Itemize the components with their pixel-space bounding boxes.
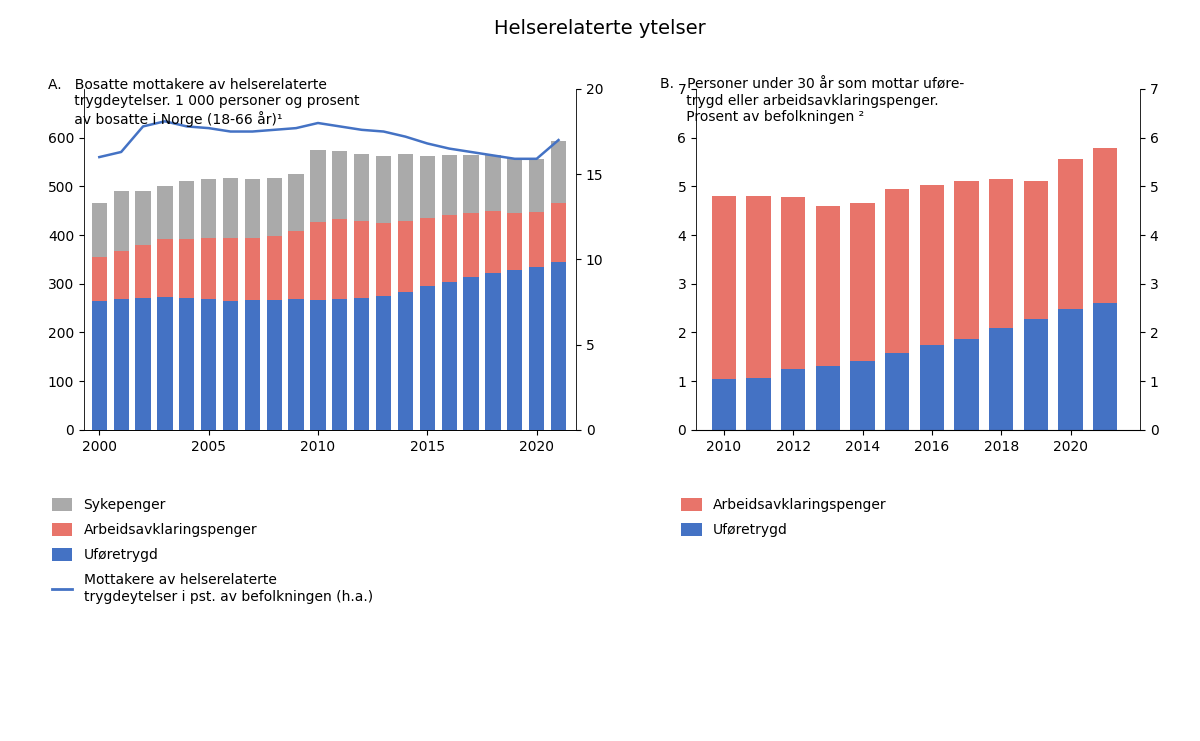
Bar [376,296,391,430]
Bar [200,299,216,430]
Bar [485,155,500,211]
Bar [288,299,304,430]
Bar [266,178,282,236]
Bar [179,239,194,299]
Bar [332,219,348,299]
Bar [551,141,566,203]
Bar [200,179,216,239]
Bar [332,299,348,430]
Bar [136,245,151,299]
Text: A.   Bosatte mottakere av helserelaterte
      trygdeytelser. 1 000 personer og : A. Bosatte mottakere av helserelaterte t… [48,78,360,127]
Bar [179,299,194,430]
Bar [420,156,434,218]
Bar [91,257,107,301]
Bar [463,155,479,213]
Bar [816,206,840,365]
Bar [91,203,107,257]
Bar [223,178,238,239]
Bar [712,379,736,430]
Bar [288,231,304,299]
Bar [886,353,910,430]
Bar [746,196,770,378]
Bar [1024,319,1048,430]
Text: B.   Personer under 30 år som mottar uføre-
      trygd eller arbeidsavklaringsp: B. Personer under 30 år som mottar uføre… [660,78,965,124]
Bar [919,185,944,345]
Bar [311,150,325,222]
Bar [376,223,391,296]
Bar [245,238,260,300]
Bar [311,300,325,430]
Bar [223,301,238,430]
Bar [157,186,173,239]
Bar [91,301,107,430]
Bar [266,300,282,430]
Bar [919,345,944,430]
Legend: Arbeidsavklaringspenger, Uføretrygd: Arbeidsavklaringspenger, Uføretrygd [680,498,887,537]
Bar [954,182,979,339]
Bar [288,173,304,231]
Bar [1058,309,1082,430]
Bar [245,300,260,430]
Bar [420,218,434,286]
Legend: Sykepenger, Arbeidsavklaringspenger, Uføretrygd, Mottakere av helserelaterte
try: Sykepenger, Arbeidsavklaringspenger, Ufø… [52,498,373,604]
Bar [989,179,1013,328]
Bar [816,365,840,430]
Bar [485,273,500,430]
Bar [245,179,260,238]
Bar [442,215,457,282]
Bar [989,328,1013,430]
Bar [529,212,545,267]
Bar [397,292,413,430]
Bar [354,222,370,299]
Bar [311,222,325,300]
Bar [397,154,413,222]
Bar [114,250,128,299]
Text: Helserelaterte ytelser: Helserelaterte ytelser [494,19,706,38]
Bar [746,378,770,430]
Bar [157,239,173,297]
Bar [485,211,500,273]
Bar [529,159,545,212]
Bar [712,196,736,379]
Bar [508,270,522,430]
Bar [332,150,348,219]
Bar [1058,159,1082,309]
Bar [223,239,238,301]
Bar [508,213,522,270]
Bar [954,339,979,430]
Bar [1024,182,1048,319]
Bar [354,154,370,222]
Bar [376,156,391,223]
Bar [508,158,522,213]
Bar [114,191,128,250]
Bar [886,189,910,353]
Bar [781,369,805,430]
Bar [529,267,545,430]
Bar [442,155,457,215]
Bar [397,222,413,292]
Bar [420,286,434,430]
Bar [354,299,370,430]
Bar [179,182,194,239]
Bar [114,299,128,430]
Bar [463,213,479,277]
Bar [136,299,151,430]
Bar [200,239,216,299]
Bar [781,197,805,369]
Bar [551,262,566,430]
Bar [463,277,479,430]
Bar [1093,148,1117,303]
Bar [851,203,875,361]
Bar [551,203,566,262]
Bar [136,191,151,245]
Bar [157,297,173,430]
Bar [851,361,875,430]
Bar [442,282,457,430]
Bar [266,236,282,300]
Bar [1093,303,1117,430]
